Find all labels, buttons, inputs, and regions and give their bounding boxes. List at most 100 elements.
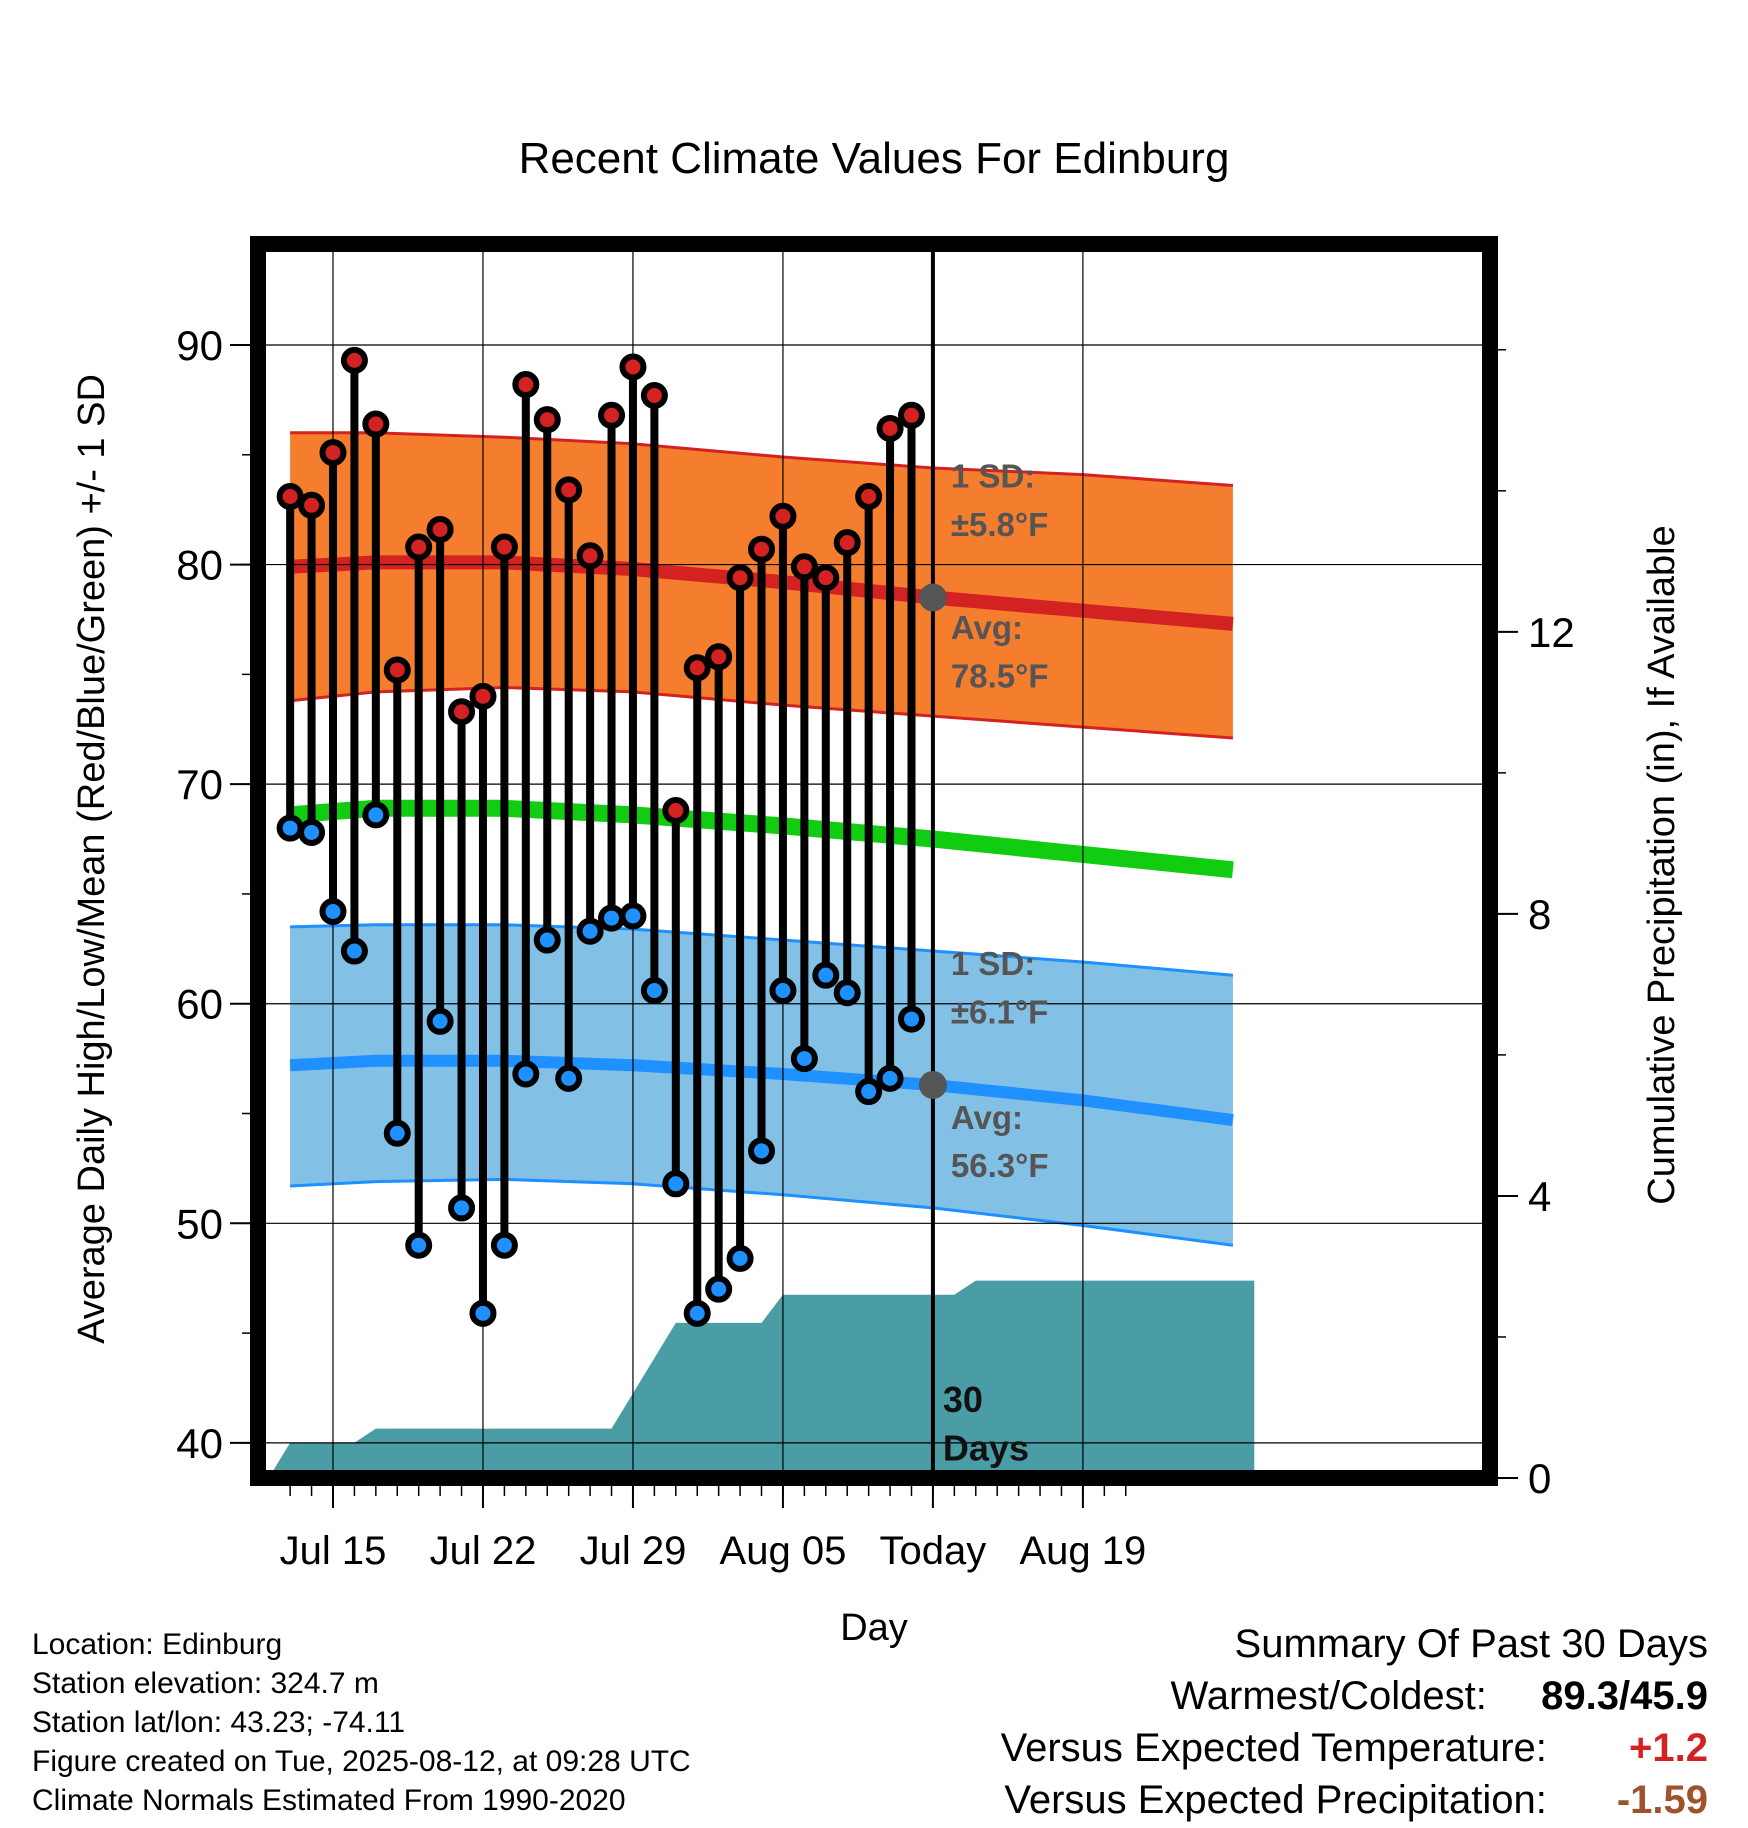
daily-low-point (812, 961, 840, 989)
daily-low-point (448, 1194, 476, 1222)
daily-low-point (426, 1007, 454, 1035)
daily-low-point (640, 977, 668, 1005)
low-sd-value: ±6.1°F (951, 993, 1048, 1030)
daily-low-point (619, 902, 647, 930)
daily-low-point (683, 1299, 711, 1327)
y2-tick-label: 12 (1528, 609, 1575, 656)
today-low-normal-marker (918, 1070, 947, 1099)
daily-high-point (769, 502, 797, 530)
x-tick-label: Aug 05 (720, 1529, 847, 1573)
high-sd-value: ±5.8°F (951, 506, 1048, 543)
daily-high-point (748, 535, 776, 563)
y2-tick-label: 8 (1528, 891, 1551, 938)
daily-low-point (790, 1045, 818, 1073)
station-metadata: Location: Edinburg Station elevation: 32… (32, 1625, 691, 1820)
daily-high-point (705, 643, 733, 671)
x-tick-label: Jul 15 (280, 1529, 387, 1573)
daily-low-point (876, 1064, 904, 1092)
daily-low-point (383, 1119, 411, 1147)
warm-cold-value: 89.3/45.9 (1541, 1674, 1708, 1718)
daily-low-point (769, 977, 797, 1005)
daily-low-point (897, 1005, 925, 1033)
normals-text: Climate Normals Estimated From 1990-2020 (32, 1784, 626, 1817)
daily-high-point (340, 346, 368, 374)
period-number: 30 (943, 1379, 983, 1420)
summary-temp: Versus Expected Temperature: +1.2 (1001, 1722, 1708, 1774)
daily-high-point (855, 483, 883, 511)
daily-high-point (876, 414, 904, 442)
elevation-text: Station elevation: 324.7 m (32, 1667, 379, 1700)
daily-low-point (705, 1275, 733, 1303)
precip-group (268, 1280, 1255, 1478)
daily-high-point (298, 491, 326, 519)
daily-high-point (405, 533, 433, 561)
daily-high-point (790, 553, 818, 581)
daily-low-point (362, 801, 390, 829)
y-tick-label: 60 (176, 981, 223, 1028)
daily-high-point (662, 796, 690, 824)
daily-high-point (640, 382, 668, 410)
high-avg-label: Avg: (951, 609, 1023, 646)
created-text: Figure created on Tue, 2025-08-12, at 09… (32, 1745, 691, 1778)
daily-low-point (533, 926, 561, 954)
low-sd-lower-edge (290, 1177, 1234, 1247)
daily-high-point (490, 533, 518, 561)
daily-low-point (833, 979, 861, 1007)
high-sd-label: 1 SD: (951, 458, 1035, 495)
chart-title: Recent Climate Values For Edinburg (519, 134, 1230, 183)
daily-high-point (576, 542, 604, 570)
daily-low-point (319, 898, 347, 926)
low-avg-label: Avg: (951, 1099, 1023, 1136)
daily-high-point (833, 529, 861, 557)
latlon-text: Station lat/lon: 43.23; -74.11 (32, 1706, 406, 1739)
summary-title: Summary Of Past 30 Days (1234, 1622, 1708, 1666)
high-avg-value: 78.5°F (951, 658, 1049, 695)
y-tick-label: 80 (176, 542, 223, 589)
precip-label: Versus Expected Precipitation: (1004, 1778, 1547, 1822)
daily-low-point (490, 1231, 518, 1259)
temp-value: +1.2 (1629, 1726, 1708, 1770)
daily-high-point (726, 564, 754, 592)
y-axis-label: Average Daily High/Low/Mean (Red/Blue/Gr… (71, 374, 113, 1344)
daily-low-point (340, 937, 368, 965)
summary-panel: Summary Of Past 30 Days Warmest/Coldest:… (1001, 1618, 1708, 1826)
daily-low-point (555, 1064, 583, 1092)
y-tick-label: 40 (176, 1420, 223, 1467)
daily-low-point (855, 1078, 883, 1106)
daily-low-point (298, 818, 326, 846)
daily-high-point (555, 476, 583, 504)
daily-low-point (748, 1137, 776, 1165)
plot-frame (250, 236, 1498, 1486)
y2-tick-label: 0 (1528, 1455, 1551, 1502)
high-normal-line (289, 555, 1234, 631)
daily-low-point (576, 917, 604, 945)
summary-warm-cold: Warmest/Coldest: 89.3/45.9 (1001, 1670, 1709, 1722)
daily-high-point (812, 564, 840, 592)
daily-low-point (276, 814, 304, 842)
y2-tick-label: 4 (1528, 1173, 1551, 1220)
daily-high-point (276, 483, 304, 511)
daily-high-point (448, 698, 476, 726)
low-sd-label: 1 SD: (951, 945, 1035, 982)
y2-axis-label: Cumulative Precipitation (in), If Availa… (1641, 525, 1683, 1204)
daily-high-point (598, 401, 626, 429)
warm-cold-label: Warmest/Coldest: (1170, 1674, 1487, 1718)
daily-high-point (383, 656, 411, 684)
daily-high-point (362, 410, 390, 438)
today-high-normal-marker (918, 583, 947, 612)
x-tick-label: Jul 29 (580, 1529, 687, 1573)
y-tick-label: 70 (176, 761, 223, 808)
summary-precip: Versus Expected Precipitation: -1.59 (1001, 1774, 1708, 1826)
daily-high-point (319, 439, 347, 467)
x-tick-label: Aug 19 (1020, 1529, 1147, 1573)
period-unit: Days (943, 1427, 1029, 1468)
daily-low-point (405, 1231, 433, 1259)
daily-low-point (512, 1060, 540, 1088)
y-tick-label: 50 (176, 1200, 223, 1247)
x-tick-label: Today (880, 1529, 987, 1573)
temp-label: Versus Expected Temperature: (1000, 1726, 1547, 1770)
y-tick-label: 90 (176, 322, 223, 369)
daily-low-point (598, 904, 626, 932)
daily-high-point (897, 401, 925, 429)
